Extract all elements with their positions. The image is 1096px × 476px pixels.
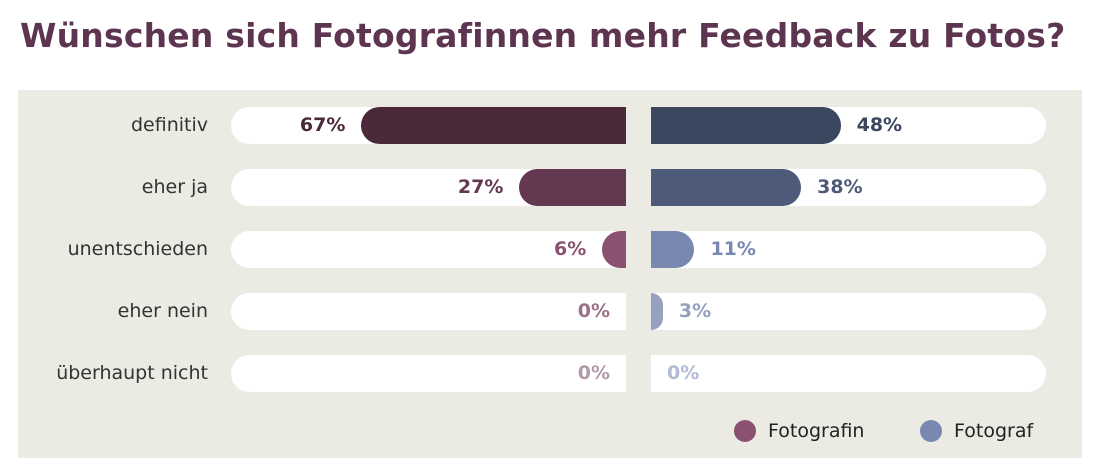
category-label: überhaupt nicht [56,362,208,384]
bar-track: 27% [231,169,626,206]
category-label: unentschieden [67,238,208,260]
bar-fotograf [651,293,663,330]
bar-track: 0% [231,293,626,330]
data-label: 38% [817,176,863,198]
data-label: 11% [710,238,756,260]
data-label: 67% [299,114,346,136]
data-label: 6% [554,238,587,260]
bar-track: 0% [651,355,1046,392]
bar-track: 38% [651,169,1046,206]
bar-track: 0% [231,355,626,392]
bar-fotograf [651,231,695,268]
data-label: 0% [577,300,610,322]
bar-fotograf [651,107,841,144]
category-label: eher ja [141,176,208,198]
bar-track: 11% [651,231,1046,268]
category-label: definitiv [130,114,208,136]
legend-label: Fotograf [954,420,1034,442]
category-label: eher nein [117,300,208,322]
bar-fotografin [361,107,626,144]
bar-track: 6% [231,231,626,268]
data-label: 0% [667,362,700,384]
bar-fotograf [651,169,802,206]
legend-item-fotografin: Fotografin [734,420,864,442]
legend-dot [920,420,942,442]
chart-panel: Fotografin Fotograf definitiv 67% 48% eher … [18,90,1082,458]
data-label: 0% [577,362,610,384]
data-label: 27% [457,176,504,198]
data-label: 3% [678,300,712,322]
chart-title: Wünschen sich Fotografinnen mehr Feedbac… [20,16,1066,55]
bar-track: 67% [231,107,626,144]
bar-fotografin [602,231,626,268]
bar-track: 48% [651,107,1046,144]
data-label: 48% [856,114,903,136]
bar-fotografin [519,169,626,206]
legend-dot [734,420,756,442]
bar-track: 3% [651,293,1046,330]
legend-item-fotograf: Fotograf [920,420,1033,442]
legend-label: Fotografin [768,420,865,442]
